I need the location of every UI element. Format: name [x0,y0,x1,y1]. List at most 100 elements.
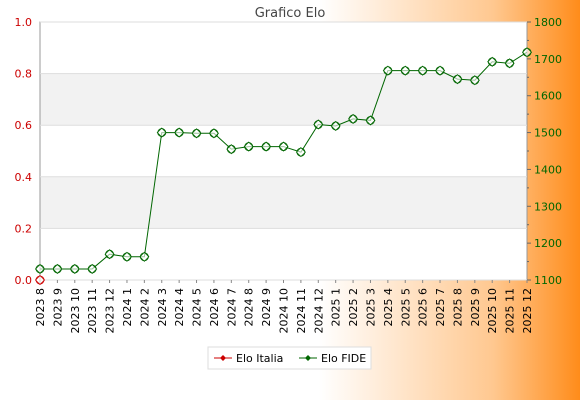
data-point [313,119,324,130]
x-axis-tick-label: 2024 7 [225,288,238,327]
x-axis-tick-label: 2024 3 [156,288,169,327]
data-point [382,65,393,76]
data-point-ring [35,275,45,285]
data-point [469,75,480,86]
data-point [434,65,446,76]
x-axis-tick-label: 2025 11 [504,288,517,334]
right-axis-tick-label: 1700 [534,53,562,66]
x-axis-tick-label: 2025 1 [330,288,343,327]
grid-band [40,176,527,229]
data-point-ring [87,264,97,274]
x-axis-tick-label: 2023 9 [51,288,64,327]
data-point-ring [70,264,80,274]
x-axis-tick-label: 2024 10 [278,288,291,334]
data-point-ring [157,128,167,137]
left-axis-tick-label: 1.0 [15,16,33,29]
x-axis-tick-label: 2025 8 [451,288,464,327]
data-point [69,263,80,275]
data-point [278,141,289,152]
data-point-ring [453,74,462,84]
data-point-ring [505,58,515,68]
legend-label-elo-fide: Elo FIDE [321,352,366,365]
data-point-ring [435,66,445,76]
data-point [34,274,46,286]
data-point-ring [383,66,393,76]
data-point [348,113,359,124]
x-axis-tick-label: 2023 12 [104,288,117,334]
legend: Elo Italia Elo FIDE [207,346,372,370]
data-point [52,263,63,275]
data-point-ring [244,142,254,151]
left-axis-tick-label: 0.2 [15,222,33,235]
data-point [400,65,411,76]
data-point-ring [348,114,358,124]
data-point-ring [35,264,45,274]
left-axis-tick-label: 0.6 [15,119,33,132]
x-axis-tick-label: 2025 6 [417,288,430,327]
left-axis-tick-label: 0.8 [15,68,33,81]
data-point [87,263,98,275]
data-point [261,141,272,152]
data-point [521,47,533,58]
right-axis-tick-label: 1600 [534,90,562,103]
data-point [295,147,306,158]
right-axis-tick-label: 1100 [534,274,562,287]
data-point-ring [331,121,341,131]
chart-title: Grafico Elo [255,6,326,21]
x-axis-tick-label: 2025 5 [399,288,412,327]
data-point-ring [400,66,410,76]
data-point-ring [470,75,480,85]
x-axis-tick-label: 2025 12 [521,288,534,334]
data-point [156,127,167,138]
right-axis-tick-label: 1200 [534,237,562,250]
left-axis-tick-label: 0.0 [15,274,33,287]
data-point [226,144,237,155]
x-axis-tick-label: 2023 10 [69,288,82,334]
x-axis-tick-label: 2024 5 [191,288,204,327]
x-axis-tick-label: 2024 2 [138,288,151,327]
x-axis-tick-label: 2025 9 [469,288,482,327]
data-point [487,56,498,67]
right-axis-tick-label: 1800 [534,16,562,29]
x-axis-tick-label: 2024 1 [121,288,134,327]
data-point [121,251,133,262]
x-axis-tick-label: 2024 11 [295,288,308,334]
data-point-ring [174,128,184,137]
data-point-ring [139,252,149,262]
data-point-ring [52,264,62,274]
x-axis-tick-label: 2025 7 [434,288,447,327]
data-point [330,120,341,132]
data-point-ring [122,252,132,262]
data-point-ring [418,66,428,76]
legend-marker-elo-italia [220,355,226,361]
x-axis-tick-label: 2024 9 [260,288,273,327]
data-point-ring [226,144,236,154]
x-axis-tick-label: 2024 6 [208,288,221,327]
x-axis-tick-label: 2024 8 [243,288,256,327]
x-axis-tick-label: 2025 2 [347,288,360,327]
x-axis-tick-label: 2023 8 [34,288,47,327]
x-axis-tick-label: 2025 4 [382,288,395,327]
data-point-ring [366,116,375,125]
data-point [504,58,515,69]
data-point [139,251,150,262]
data-point-ring [192,128,201,138]
data-point [243,141,254,152]
x-axis-tick-label: 2023 11 [86,288,99,334]
legend-box [207,346,372,370]
data-point [174,127,185,138]
data-point-ring [261,142,271,151]
grid-band [40,22,527,74]
data-point [417,65,428,76]
data-point-ring [313,120,323,129]
x-axis-tick-label: 2024 12 [312,288,325,334]
grid-band [40,228,527,280]
x-axis-tick-label: 2024 4 [173,288,186,327]
right-axis-tick-label: 1400 [534,163,562,176]
grid-band [40,73,527,126]
data-point [34,263,46,275]
data-point [452,74,463,85]
left-axis-tick-label: 0.4 [15,171,33,184]
x-axis-tick-label: 2025 3 [364,288,377,327]
